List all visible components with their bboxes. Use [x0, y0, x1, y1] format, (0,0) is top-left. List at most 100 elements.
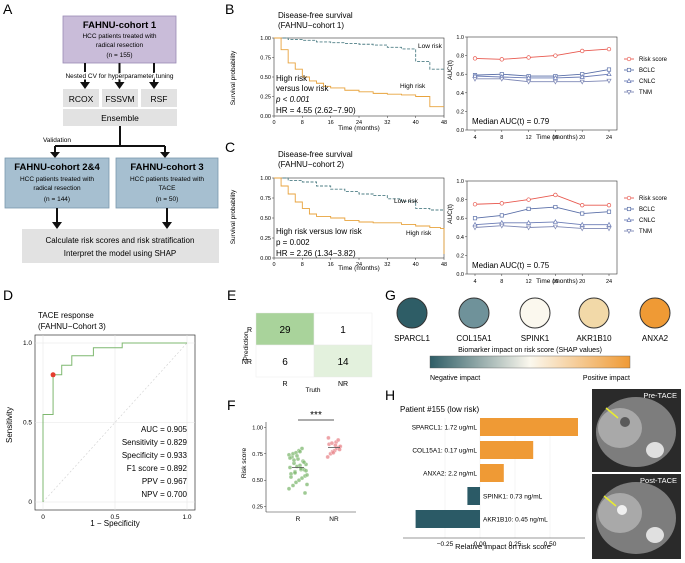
legend-c-label: CNLC — [639, 218, 656, 224]
auc-c-point — [552, 224, 558, 230]
cohort24-title: FAHNU-cohort 2&4 — [14, 162, 100, 173]
shap-bar — [415, 510, 480, 528]
legend-c-label: BCLC — [639, 207, 656, 213]
km-c-pvalue: p = 0.002 — [276, 238, 310, 247]
arrowhead-v2 — [160, 152, 170, 158]
strip-xtick-label: NR — [329, 516, 339, 523]
auc-b-point — [499, 57, 504, 62]
auc-b-point — [472, 56, 478, 61]
roc-axes: 0 0 0.5 0.5 1.0 1.0 — [23, 334, 196, 521]
roc-optimal-point — [50, 372, 56, 378]
roc-metric: F1 score = 0.892 — [127, 464, 188, 473]
legend-c-label: TNM — [639, 229, 652, 235]
shap-xtick-label: −0.25 — [437, 541, 454, 548]
panel-label-d: D — [3, 287, 13, 303]
roc-plot: TACE response (FAHNU−Cohort 3) Sensitivi… — [5, 311, 196, 528]
auc-c-frame — [466, 180, 618, 275]
auc-c-xtick-label: 12 — [526, 279, 532, 285]
cm-row-label: NR — [242, 359, 252, 366]
auc-c-point — [606, 221, 612, 227]
km-b-ytick-label: 0.00 — [260, 114, 271, 120]
gene-circle — [396, 297, 428, 329]
cm-cell — [313, 312, 373, 346]
shap-caption: Biomarker impact on risk score (SHAP val… — [458, 347, 602, 354]
cohort1-line2: radical resection — [96, 42, 144, 49]
shap-patient: Patient #155 (low risk) — [400, 405, 479, 414]
roc-xtick-label: 1.0 — [182, 514, 191, 521]
km-b-low-label: Low risk — [418, 43, 443, 50]
km-c-high-label: High risk — [406, 230, 432, 237]
roc-title2: (FAHNU−Cohort 3) — [38, 322, 106, 331]
km-b-ytick-label: 0.75 — [260, 56, 271, 62]
auc-c-xlabel: Time (months) — [536, 278, 578, 285]
strip-point — [301, 460, 307, 465]
model-box-fssvm — [102, 89, 138, 107]
strip-point — [287, 455, 293, 461]
cm-xlabel: Truth — [306, 387, 321, 394]
cohort3-line1: HCC patients treated with — [130, 176, 204, 183]
shap-bar-label: ANXA2: 2.2 ng/mL — [423, 471, 477, 478]
gene-label: SPINK1 — [521, 334, 550, 343]
km-b-ytick-label: 0.25 — [260, 95, 271, 101]
cm-col-label: NR — [338, 381, 348, 388]
auc-c-point — [526, 219, 532, 225]
confusion-matrix: Prediction Truth 29 1 6 14 R NR R NR — [242, 312, 373, 394]
roc-metric: NPV = 0.700 — [141, 490, 187, 499]
km-c-title2: (FAHNU−cohort 2) — [278, 160, 344, 169]
gene-label: AKR1B10 — [576, 334, 612, 343]
km-c-xtick-label: 0 — [272, 262, 275, 268]
gene-circle — [519, 297, 551, 329]
auc-b-xtick-label: 20 — [579, 135, 585, 141]
shap-xtick-label: 0.50 — [544, 541, 557, 548]
roc-xtick-label: 0 — [41, 514, 45, 521]
km-c-xtick-label: 8 — [301, 262, 304, 268]
km-c-ann1: High risk versus low risk — [276, 227, 363, 236]
auc-b-point — [552, 79, 558, 85]
strip-point — [296, 478, 302, 483]
legend-b-key-marker — [626, 67, 632, 73]
arrowhead-c3 — [162, 222, 172, 229]
auc-c-xtick-label: 20 — [579, 279, 585, 285]
km-b-xtick-label: 48 — [441, 120, 447, 126]
strip-point — [326, 435, 331, 441]
strip-sig: *** — [310, 410, 322, 421]
strip-point — [291, 457, 297, 463]
gene-circles: SPARCL1 COL15A1 SPINK1 AKR1B10 ANXA2 — [394, 297, 671, 343]
panel-label-a: A — [3, 1, 13, 17]
auc-b-line-cnlc — [474, 73, 610, 79]
auc-c-point — [472, 216, 478, 221]
km-b-ylabel: Survival probability — [230, 50, 237, 105]
final-box — [22, 229, 219, 263]
auc-b-point — [579, 79, 585, 85]
strip-point — [288, 474, 294, 480]
legend-c-key-marker — [626, 195, 632, 201]
auc-b-ytick-label: 0.6 — [456, 72, 464, 78]
legend-c-label: Risk score — [639, 196, 668, 202]
auc-b-line-bclc — [474, 69, 610, 77]
km-b-ann1: High risk — [276, 74, 308, 83]
ct-post-arrow — [603, 495, 617, 507]
ensemble-box — [63, 109, 177, 126]
km-b-curve-high — [274, 37, 444, 108]
cohort24-line2: radical resection — [33, 185, 81, 192]
strip-ytick-label: 0.50 — [252, 478, 263, 484]
gene-label: ANXA2 — [642, 334, 669, 343]
auc-b-ytick-label: 0.2 — [456, 109, 464, 115]
shap-pos-label: Positive impact — [583, 375, 630, 382]
shap-bar — [467, 487, 480, 505]
strip-ylabel: Risk score — [241, 447, 248, 478]
gene-label: COL15A1 — [456, 334, 492, 343]
ct-pre-label: Pre-TACE — [643, 391, 677, 400]
strip-point — [331, 450, 336, 455]
auc-plot-c: AUC(t) 0.0 0.2 0.4 0.6 0.8 1.0 4 8 12 16 20 24 Time… — [447, 179, 668, 285]
arrowhead-left — [80, 82, 90, 89]
km-c-xtick-label: 24 — [356, 262, 362, 268]
cohort3-title: FAHNU-cohort 3 — [130, 162, 203, 173]
cohort1-title: FAHNU-cohort 1 — [83, 20, 157, 31]
arrowhead-v1 — [50, 152, 60, 158]
roc-metric: Sensitivity = 0.829 — [122, 438, 188, 447]
strip-point — [286, 486, 292, 491]
panel-label-c: C — [225, 139, 235, 155]
auc-c-point — [606, 226, 612, 232]
